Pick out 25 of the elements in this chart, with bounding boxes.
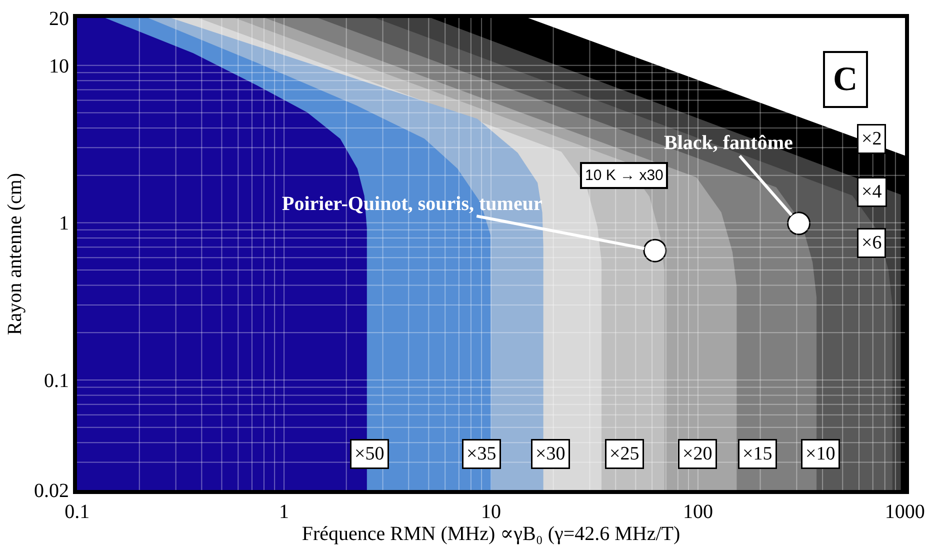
x-tick-label: 0.1 <box>64 501 90 523</box>
annotation: ×35 <box>466 444 496 464</box>
x-tick-label: 1 <box>279 501 290 523</box>
annotation: ×15 <box>742 444 772 464</box>
annotation: Black, fantôme <box>664 132 793 154</box>
y-tick-label: 10 <box>49 55 69 78</box>
annotation: 10 K → x30 <box>585 167 664 184</box>
annotation: ×30 <box>536 444 566 464</box>
annotation: ×10 <box>806 444 836 464</box>
annotation: ×6 <box>862 232 882 254</box>
x-tick-label: 10 <box>481 501 501 523</box>
annotation: ×2 <box>862 128 882 150</box>
y-tick-label: 0.1 <box>44 370 69 392</box>
y-axis-title: Rayon antenne (cm) <box>4 172 26 336</box>
annotation: ×20 <box>682 444 712 464</box>
annotation: ×4 <box>862 182 882 202</box>
y-tick-label: 1 <box>59 212 69 235</box>
annotation: ×50 <box>354 444 384 464</box>
x-axis-title: Fréquence RMN (MHz) ∝γB₀ (γ=42.6 MHz/T) <box>302 523 680 545</box>
annotation: C <box>833 61 858 98</box>
x-tick-label: 100 <box>682 501 713 523</box>
y-tick-label: 0.02 <box>34 480 69 502</box>
y-tick-label: 20 <box>49 8 69 30</box>
x-tick-label: 1000 <box>884 501 925 523</box>
annotation: ×25 <box>610 444 640 464</box>
